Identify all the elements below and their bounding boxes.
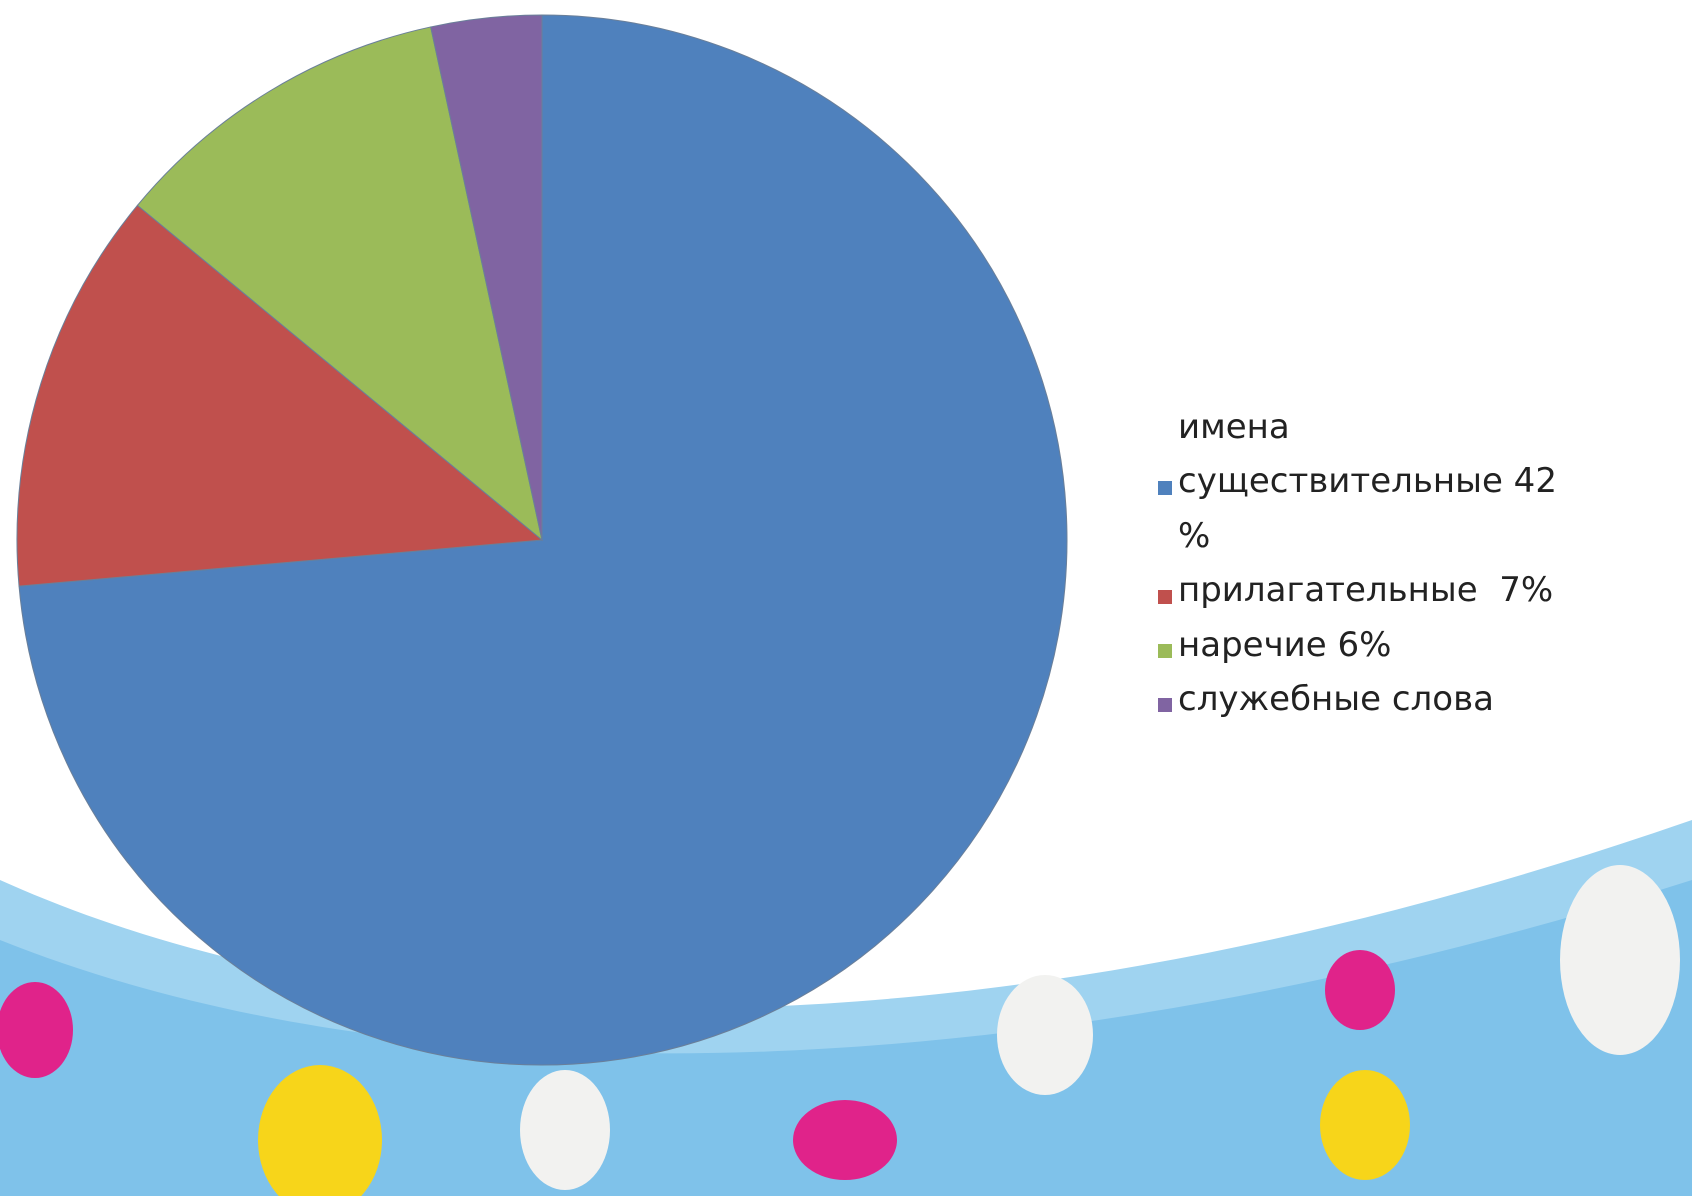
legend-swatch — [1158, 644, 1172, 658]
legend-item: имена существительные 42 % — [1158, 400, 1678, 563]
legend-item: прилагательные 7% — [1158, 563, 1678, 617]
page: имена существительные 42 %прилагательные… — [0, 0, 1692, 1196]
legend-label: имена существительные 42 % — [1178, 400, 1578, 563]
legend-label: наречие 6% — [1178, 618, 1391, 672]
legend-swatch — [1158, 698, 1172, 712]
legend-label: прилагательные 7% — [1178, 563, 1553, 617]
legend-item: служебные слова — [1158, 672, 1678, 726]
legend: имена существительные 42 %прилагательные… — [1158, 400, 1678, 726]
legend-swatch — [1158, 481, 1172, 495]
legend-swatch — [1158, 590, 1172, 604]
legend-label: служебные слова — [1178, 672, 1494, 726]
legend-item: наречие 6% — [1158, 618, 1678, 672]
